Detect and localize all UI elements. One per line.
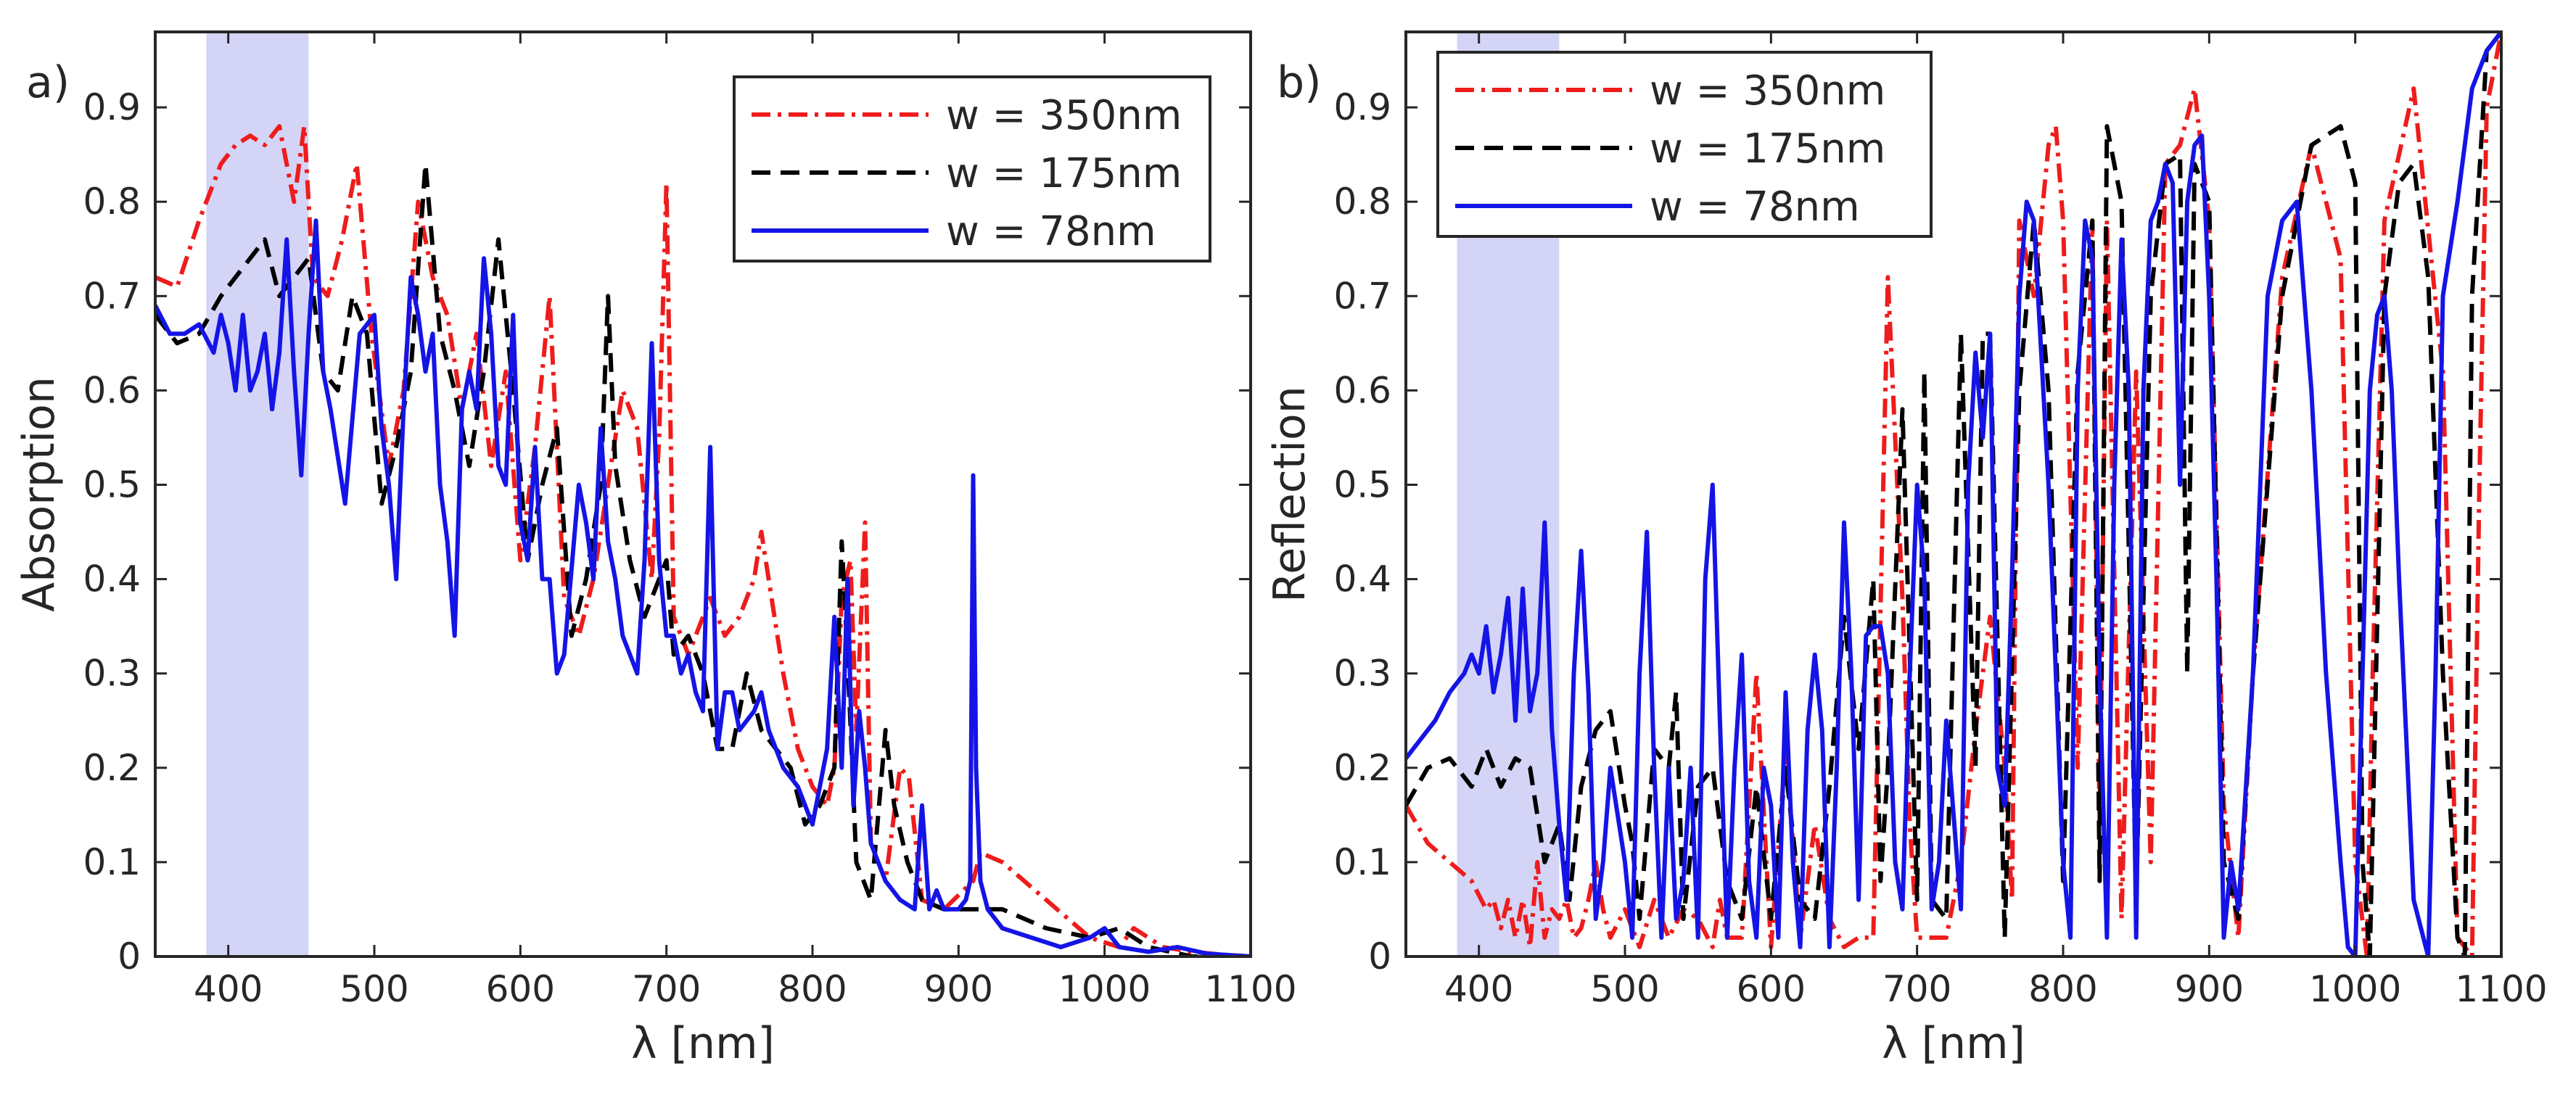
y-tick-label: 0.3 — [1333, 653, 1391, 695]
x-tick-label: 900 — [924, 968, 993, 1010]
x-axis-title: λ [nm] — [1882, 1018, 2025, 1069]
y-tick-label: 0.9 — [83, 86, 141, 128]
x-tick-label: 700 — [1882, 968, 1951, 1010]
x-axis-title: λ [nm] — [631, 1018, 775, 1069]
x-tick-labels: 400 500 600 700 800 900 1000 1100 — [194, 968, 1297, 1010]
panel-absorption: 400 500 600 700 800 900 1000 1100 0 0.1 … — [14, 30, 1297, 1069]
y-tick-label: 0.8 — [83, 181, 141, 223]
x-tick-label: 600 — [1737, 968, 1806, 1010]
y-tick-label: 0.6 — [83, 369, 141, 411]
axes-frame — [1404, 30, 2503, 958]
y-tick-label: 0.7 — [83, 275, 141, 317]
y-tick-label: 0.4 — [83, 558, 141, 600]
y-tick-label: 0.6 — [1333, 369, 1391, 411]
x-tick-label: 400 — [194, 968, 263, 1010]
y-tick-label: 0.1 — [83, 841, 141, 883]
legend: w = 350nm w = 175nm w = 78nm — [733, 75, 1211, 263]
series-layer — [1406, 32, 2501, 956]
panel-label: a) — [26, 57, 70, 108]
axes-frame — [154, 30, 1252, 958]
x-tick-label: 900 — [2175, 968, 2244, 1010]
y-axis-title: Absorption — [14, 376, 65, 612]
tick-marks — [155, 32, 1252, 958]
y-tick-label: 0.9 — [1333, 86, 1391, 128]
x-tick-label: 700 — [632, 968, 701, 1010]
legend-label-175nm: w = 175nm — [946, 150, 1182, 197]
y-tick-label: 0.4 — [1333, 558, 1391, 600]
legend-label-78nm: w = 78nm — [1650, 183, 1860, 231]
shaded-wavelength-band — [206, 32, 309, 956]
x-tick-label: 1100 — [2455, 968, 2547, 1010]
y-axis-title: Reflection — [1264, 386, 1315, 603]
series-line-w78nm — [155, 218, 1251, 956]
series-line-w175nm — [1406, 32, 2501, 956]
panel-label: b) — [1277, 57, 1322, 108]
y-tick-label: 0.3 — [83, 653, 141, 695]
x-tick-label: 1000 — [1058, 968, 1151, 1010]
legend-label-175nm: w = 175nm — [1650, 125, 1885, 173]
series-line-w78nm — [1406, 32, 2501, 956]
series-line-w175nm — [155, 162, 1251, 956]
y-tick-label: 0 — [118, 935, 141, 978]
x-tick-label: 400 — [1444, 968, 1513, 1010]
y-tick-labels: 0 0.1 0.2 0.3 0.4 0.5 0.6 0.7 0.8 0.9 — [83, 86, 141, 978]
y-tick-labels: 0 0.1 0.2 0.3 0.4 0.5 0.6 0.7 0.8 0.9 — [1333, 86, 1391, 978]
y-tick-label: 0.7 — [1333, 275, 1391, 317]
x-tick-labels: 400 500 600 700 800 900 1000 1100 — [1444, 968, 2548, 1010]
x-tick-label: 800 — [778, 968, 847, 1010]
legend: w = 350nm w = 175nm w = 78nm — [1436, 51, 1933, 238]
x-tick-label: 1000 — [2309, 968, 2401, 1010]
panel-reflection: 400 500 600 700 800 900 1000 1100 0 0.1 … — [1264, 30, 2548, 1069]
y-tick-label: 0.5 — [1333, 463, 1391, 505]
legend-label-350nm: w = 350nm — [946, 92, 1182, 139]
series-layer — [155, 124, 1251, 956]
y-tick-label: 0.1 — [1333, 841, 1391, 883]
legend-label-350nm: w = 350nm — [1650, 67, 1885, 115]
x-tick-label: 500 — [340, 968, 408, 1010]
y-tick-label: 0 — [1368, 935, 1391, 978]
y-tick-label: 0.8 — [1333, 181, 1391, 223]
x-tick-label: 500 — [1590, 968, 1659, 1010]
legend-label-78nm: w = 78nm — [946, 208, 1156, 255]
tick-marks — [1406, 32, 2503, 958]
series-line-w350nm — [155, 124, 1251, 956]
y-tick-label: 0.5 — [83, 463, 141, 505]
y-tick-label: 0.2 — [83, 747, 141, 789]
x-tick-label: 600 — [486, 968, 555, 1010]
y-tick-label: 0.2 — [1333, 747, 1391, 789]
x-tick-label: 1100 — [1204, 968, 1296, 1010]
x-tick-label: 800 — [2028, 968, 2097, 1010]
